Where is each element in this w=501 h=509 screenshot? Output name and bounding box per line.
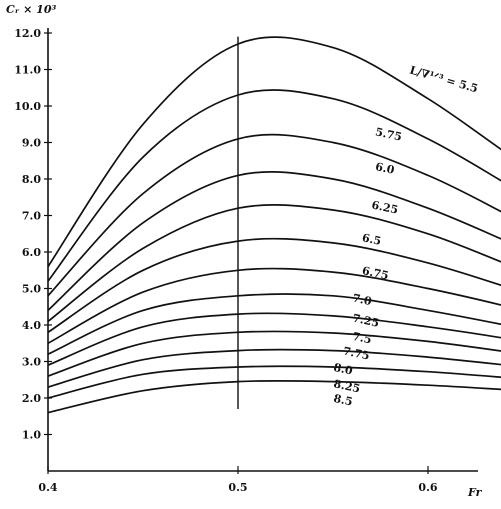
- y-tick-label: 8.0: [22, 173, 41, 186]
- curve-label: 8.25: [332, 377, 361, 395]
- curve-label: 7.5: [351, 330, 372, 347]
- series-line-7.0: [47, 267, 501, 345]
- y-tick-label: 6.0: [22, 246, 41, 259]
- x-tick-label: 0.4: [38, 481, 57, 494]
- curve-label: 8.5: [332, 392, 353, 409]
- curve-label: 6.5: [361, 231, 382, 248]
- series-line-6.0: [47, 133, 501, 297]
- curve-label: 7.0: [351, 291, 373, 308]
- series-line-6.25: [47, 171, 501, 312]
- series-line-6.75: [47, 237, 501, 334]
- curves: [47, 36, 501, 414]
- curve-label: 7.75: [342, 344, 371, 362]
- curve-label: 5.75: [374, 125, 403, 143]
- curve-label: 6.75: [361, 264, 390, 282]
- y-tick-label: 1.0: [22, 429, 41, 442]
- series-line-7.75: [47, 330, 501, 377]
- curve-label: 6.0: [374, 160, 396, 177]
- y-tick-label: 10.0: [14, 100, 41, 113]
- y-ticks: 1.0 2.0 3.0 4.0 5.0 6.0 7.0 8.0 9.0 10.0 11.0 12.0: [14, 27, 52, 442]
- y-tick-label: 12.0: [14, 27, 41, 40]
- series-line-7.5: [47, 312, 501, 366]
- y-tick-label: 2.0: [22, 392, 41, 405]
- series-line-8.0: [47, 348, 501, 388]
- series-line-7.25: [47, 293, 501, 355]
- x-axis-title: Fr: [467, 486, 483, 499]
- curve-labels: L/∇¹ᐟ³ = 5.5 5.75 6.0 6.25 6.5 6.75 7.0 7.257.5…: [332, 64, 479, 409]
- y-tick-label: 5.0: [22, 283, 41, 296]
- y-tick-label: 11.0: [14, 64, 41, 77]
- y-tick-label: 9.0: [22, 137, 41, 150]
- axes: [47, 28, 478, 472]
- series-line-5.75: [47, 89, 501, 282]
- x-tick-label: 0.5: [228, 481, 247, 494]
- y-tick-label: 4.0: [22, 319, 41, 332]
- series-line-6.5: [47, 204, 501, 323]
- y-axis-title: Cᵣ × 10³: [6, 3, 56, 16]
- curve-label: 7.25: [351, 312, 380, 330]
- series-line-8.25: [47, 365, 501, 399]
- x-tick-label: 0.6: [418, 481, 437, 494]
- y-tick-label: 3.0: [22, 356, 41, 369]
- curve-label: 8.0: [332, 361, 354, 378]
- series-line-5.5: [47, 36, 501, 268]
- series-line-8.5: [47, 379, 501, 414]
- x-ticks: 0.40.50.60.70.8: [38, 466, 438, 494]
- curve-label: 6.25: [370, 198, 399, 216]
- curve-label: L/∇¹ᐟ³ = 5.5: [408, 64, 479, 96]
- y-tick-label: 7.0: [22, 210, 41, 223]
